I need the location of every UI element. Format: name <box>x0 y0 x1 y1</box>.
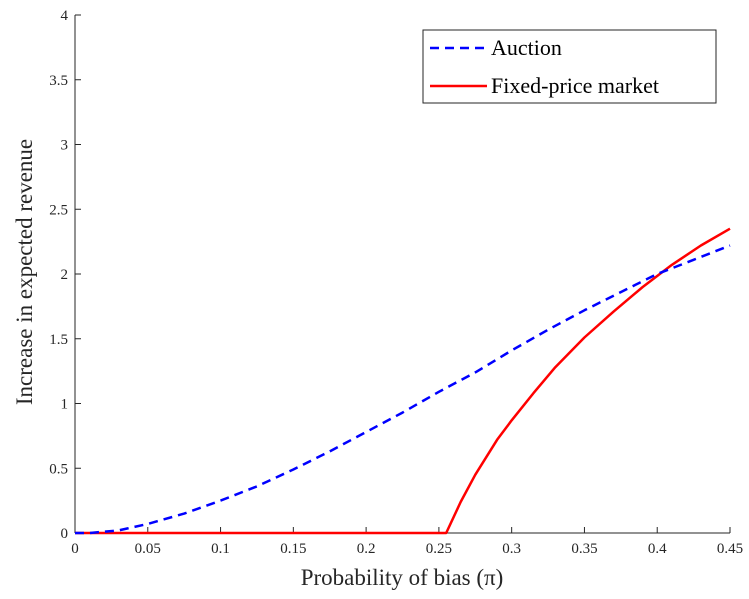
series-layer <box>75 227 731 535</box>
tick-labels: 0 0.05 0.1 0.15 0.2 0.25 0.3 0.35 0.4 0.45 0 0.5 1 1.… <box>49 8 743 557</box>
y-tick-label: 3.5 <box>49 73 68 89</box>
legend-label-fixed-price-market: Fixed-price market <box>491 73 659 98</box>
y-tick-label: 1 <box>61 397 69 413</box>
y-tick-label: 0.5 <box>49 461 68 477</box>
y-tick-label: 4 <box>61 8 69 24</box>
x-tick-label: 0.15 <box>280 541 306 557</box>
x-tick-label: 0.3 <box>502 541 521 557</box>
x-tick-label: 0.25 <box>426 541 452 557</box>
y-axis-label: Increase in expected revenue <box>12 139 37 405</box>
legend-box <box>422 29 717 104</box>
y-tick-label: 2.5 <box>49 202 68 218</box>
x-tick-label: 0.45 <box>717 541 743 557</box>
x-tick-label: 0 <box>71 541 79 557</box>
x-tick-label: 0.4 <box>648 541 667 557</box>
series-line-auction <box>75 244 731 535</box>
legend: Auction Fixed-price market <box>422 29 717 104</box>
x-axis-label: Probability of bias (π) <box>301 565 504 590</box>
y-tick-label: 3 <box>61 138 69 154</box>
x-tick-label: 0.35 <box>571 541 597 557</box>
y-tick-label: 0 <box>61 526 69 542</box>
x-tick-label: 0.05 <box>135 541 161 557</box>
y-tick-label: 2 <box>61 267 69 283</box>
x-tick-label: 0.1 <box>211 541 230 557</box>
y-tick-label: 1.5 <box>49 332 68 348</box>
x-tick-label: 0.2 <box>357 541 376 557</box>
series-line-fixed-price-market <box>75 227 731 535</box>
legend-label-auction: Auction <box>491 35 562 60</box>
